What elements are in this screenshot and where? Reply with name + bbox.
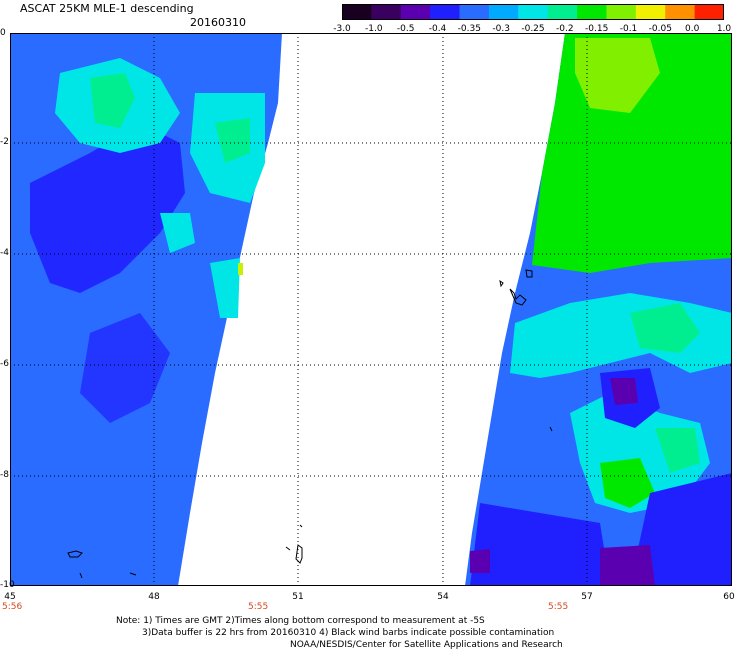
- x-tick-label: 51: [292, 592, 304, 602]
- x-tick-label: 45: [4, 592, 16, 602]
- map-date: 20160310: [190, 16, 246, 29]
- comoros-island-2: [285, 546, 291, 551]
- color-scale-cell: [459, 4, 490, 20]
- map-title: ASCAT 25KM MLE-1 descending: [20, 2, 194, 15]
- right-swath: [465, 33, 732, 586]
- left-swath-green: [90, 73, 135, 128]
- color-scale-cell: [665, 4, 696, 20]
- right-swath-purple-3: [600, 545, 655, 586]
- x-tick-label: 60: [723, 592, 735, 602]
- color-scale-cell: [430, 4, 461, 20]
- madagascar-coast-3: [129, 572, 137, 576]
- color-scale-label: -0.05: [648, 24, 672, 34]
- seychelles-island-1: [509, 288, 527, 306]
- left-swath-deep-blue-2: [80, 313, 170, 423]
- y-tick-label: -2: [0, 137, 9, 147]
- color-scale-label: -1.0: [365, 24, 383, 34]
- right-swath-green-2: [630, 303, 700, 353]
- color-scale-label: -0.25: [521, 24, 545, 34]
- seychelles-island-2: [525, 269, 533, 278]
- left-swath: [10, 33, 282, 586]
- color-scale-cell: [488, 4, 519, 20]
- madagascar-coast-2: [79, 572, 83, 579]
- comoros-island-1: [295, 544, 303, 564]
- color-scale-cell: [518, 4, 549, 20]
- color-scale-label: -0.2: [556, 24, 574, 34]
- time-label-mid: 5:55: [248, 602, 269, 612]
- color-scale-label: -0.1: [619, 24, 638, 34]
- right-swath-purple-2: [470, 549, 490, 573]
- y-tick-label: -6: [0, 359, 9, 369]
- x-tick-label: 57: [581, 592, 593, 602]
- y-tick-label: 0: [0, 28, 6, 38]
- time-label-left: 5:56: [2, 602, 23, 612]
- right-swath-light-green: [575, 38, 660, 113]
- y-tick-label: -10: [0, 580, 15, 590]
- seychelles-island-4: [549, 426, 553, 432]
- color-scale-cell: [635, 4, 666, 20]
- left-swath-yellow-pixel: [238, 263, 243, 275]
- color-scale-label: -3.0: [333, 24, 351, 34]
- footer-note-1: Note: 1) Times are GMT 2)Times along bot…: [116, 616, 485, 626]
- x-tick-label: 54: [437, 592, 449, 602]
- time-label-right: 5:55: [548, 602, 569, 612]
- color-scale-label: 1.0: [716, 24, 732, 34]
- right-swath-deep-blue-3: [630, 473, 732, 586]
- color-scale-label: 0.0: [685, 24, 700, 34]
- y-tick-label: -4: [0, 248, 9, 258]
- color-scale-cell: [371, 4, 402, 20]
- right-swath-purple: [610, 378, 638, 405]
- color-scale-bar: [342, 4, 724, 20]
- left-swath-green-2: [215, 118, 250, 163]
- color-scale-label: -0.4: [428, 24, 447, 34]
- footer-credit: NOAA/NESDIS/Center for Satellite Applica…: [290, 640, 563, 650]
- y-tick-label: -8: [0, 470, 9, 480]
- comoros-island-3: [299, 524, 303, 528]
- right-swath-deep-blue-2: [470, 503, 610, 586]
- seychelles-island-3: [499, 279, 504, 288]
- right-swath-green-4: [655, 428, 700, 473]
- plot-frame: [10, 33, 732, 586]
- color-scale-cell: [577, 4, 607, 20]
- color-scale-cell: [547, 4, 578, 20]
- right-swath-green: [532, 33, 732, 273]
- color-scale-cell: [694, 4, 724, 20]
- color-scale-label: -0.3: [492, 24, 510, 34]
- right-swath-green-3: [600, 458, 655, 508]
- color-scale-cell: [342, 4, 372, 20]
- swath-map: [10, 33, 732, 586]
- left-swath-cyan-3: [160, 213, 195, 253]
- madagascar-coast-1: [67, 550, 83, 558]
- color-scale-cell: [606, 4, 637, 20]
- footer-note-2: 3)Data buffer is 22 hrs from 20160310 4)…: [142, 628, 555, 638]
- island-outlines: [67, 269, 553, 579]
- x-tick-label: 48: [148, 592, 160, 602]
- left-swath-deep-blue: [30, 123, 185, 293]
- color-scale-cell: [400, 4, 431, 20]
- left-swath-cyan-4: [210, 258, 240, 318]
- color-scale-label: -0.5: [396, 24, 415, 34]
- graticule: [10, 33, 732, 586]
- color-scale-label: -0.35: [457, 24, 481, 34]
- color-scale-label: -0.15: [585, 24, 609, 34]
